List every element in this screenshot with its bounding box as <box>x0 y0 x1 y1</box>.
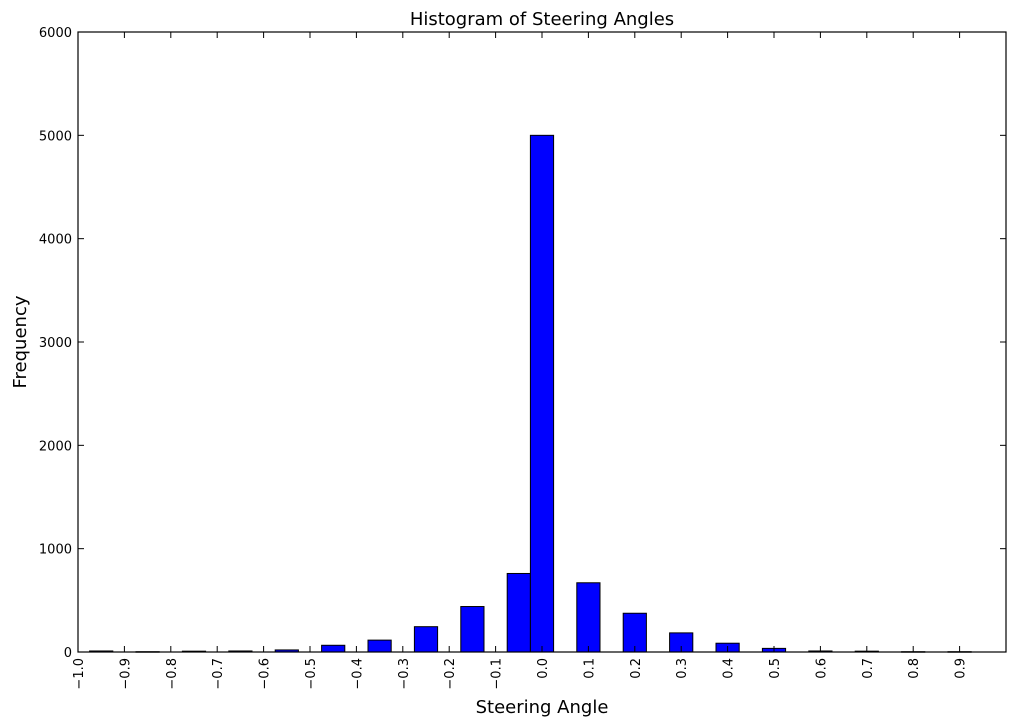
x-tick-label: 0.7 <box>861 658 876 679</box>
y-tick-label: 0 <box>64 646 72 661</box>
bars-group <box>89 134 972 653</box>
x-axis-ticks: −1.0 −0.9 −0.8 −0.7 −0.6 −0.5 −0.4 −0.3 −0.2 −0.1… <box>72 32 969 690</box>
bar <box>367 639 392 653</box>
bar <box>321 644 346 653</box>
x-tick-label: −0.5 <box>304 658 319 690</box>
x-tick-label: −0.2 <box>443 658 458 690</box>
x-axis-label: Steering Angle <box>476 697 609 718</box>
bar <box>529 134 555 653</box>
chart-title: Histogram of Steering Angles <box>410 9 674 30</box>
y-tick-label: 1000 <box>39 543 72 558</box>
x-tick-label: 0.1 <box>582 658 597 679</box>
x-tick-label: −1.0 <box>72 658 87 690</box>
y-axis-ticks: 0 1000 2000 3000 4000 5000 6000 <box>39 26 1006 661</box>
bar <box>506 572 531 653</box>
x-tick-label: −0.9 <box>118 658 133 690</box>
x-tick-label: 0.8 <box>907 658 922 679</box>
x-tick-label: −0.3 <box>397 658 412 690</box>
x-tick-label: −0.1 <box>490 658 505 690</box>
y-tick-label: 6000 <box>39 26 72 41</box>
x-tick-label: 0.0 <box>536 658 551 679</box>
y-tick-label: 2000 <box>39 439 72 454</box>
x-tick-label: 0.4 <box>722 658 737 679</box>
y-tick-label: 3000 <box>39 336 72 351</box>
x-tick-label: 0.2 <box>629 658 644 679</box>
x-tick-label: 0.5 <box>768 658 783 679</box>
x-tick-label: 0.3 <box>675 658 690 679</box>
x-tick-label: −0.8 <box>165 658 180 690</box>
x-tick-label: −0.6 <box>258 658 273 690</box>
x-tick-label: 0.6 <box>814 658 829 679</box>
bar <box>576 582 601 653</box>
bar <box>413 626 439 653</box>
y-axis-label: Frequency <box>10 295 31 388</box>
x-tick-label: −0.4 <box>350 658 365 690</box>
x-tick-label: −0.7 <box>211 658 226 690</box>
y-tick-label: 5000 <box>39 129 72 144</box>
bar <box>460 606 485 653</box>
x-tick-label: 0.9 <box>954 658 969 679</box>
y-tick-label: 4000 <box>39 233 72 248</box>
